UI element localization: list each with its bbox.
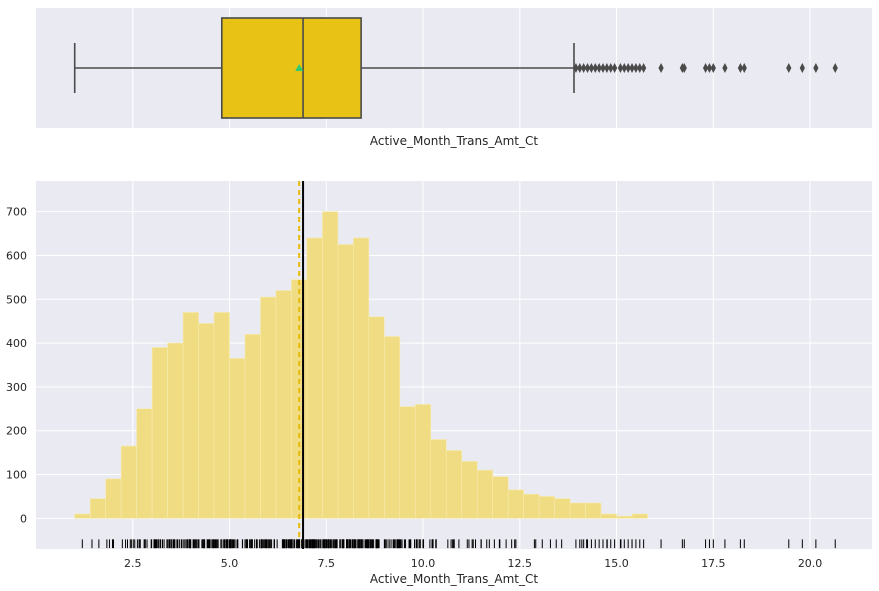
histogram-y-tick-labels: 0 100 200 300 400 500 600 700 — [6, 206, 27, 526]
histogram-bar — [322, 211, 339, 519]
outlier-point — [633, 63, 639, 73]
histogram-bar — [213, 312, 230, 519]
outlier-point — [596, 63, 602, 73]
boxplot-x-axis-label: Active_Month_Trans_Amt_Ct — [370, 134, 538, 148]
boxplot-panel: Active_Month_Trans_Amt_Ct — [36, 8, 872, 148]
histogram-bars — [74, 211, 648, 519]
histogram-bar — [229, 358, 246, 519]
outlier-point — [658, 63, 664, 73]
histogram-bar — [260, 296, 277, 519]
outlier-point — [584, 63, 591, 73]
histogram-x-tick-label: 15.0 — [604, 557, 629, 570]
outlier-point — [577, 63, 583, 73]
histogram-bar — [198, 323, 215, 519]
outlier-point — [592, 63, 598, 73]
histogram-y-tick-label: 200 — [6, 425, 27, 438]
histogram-bar — [167, 342, 184, 519]
outlier-point — [604, 63, 610, 73]
boxplot-marks — [73, 17, 838, 119]
outlier-point — [741, 63, 747, 73]
histogram-y-tick-label: 400 — [6, 337, 27, 350]
histogram-bar — [414, 404, 432, 519]
histogram-y-tick-label: 100 — [6, 469, 27, 482]
histogram-x-tick-label: 12.5 — [508, 557, 533, 570]
outlier-point — [629, 63, 635, 73]
histogram-x-tick-label: 20.0 — [798, 557, 823, 570]
histogram-x-tick-label: 5.0 — [221, 557, 239, 570]
histogram-bar — [631, 513, 648, 519]
mean-marker — [295, 64, 304, 71]
histogram-y-tick-label: 300 — [6, 381, 27, 394]
histogram-bar — [182, 312, 199, 519]
outlier-point — [722, 63, 728, 73]
outlier-point — [710, 63, 716, 73]
histogram-y-tick-label: 500 — [6, 293, 27, 306]
outlier-point — [573, 63, 579, 73]
histogram-bar — [399, 406, 416, 519]
histogram-bar — [600, 513, 617, 519]
histogram-y-tick-label: 700 — [6, 206, 27, 219]
outlier-point — [617, 63, 624, 73]
histogram-bar — [89, 498, 106, 519]
outlier-point — [581, 63, 587, 73]
outlier-point — [799, 63, 805, 73]
histogram-bar — [353, 237, 370, 519]
outlier-point — [641, 63, 647, 73]
histogram-bar — [74, 513, 91, 519]
outlier-point — [588, 63, 594, 73]
histogram-x-tick-label: 10.0 — [411, 557, 436, 570]
histogram-bar — [461, 461, 478, 519]
outlier-point — [706, 63, 713, 73]
outlier-point — [612, 63, 618, 73]
histogram-bar — [120, 445, 137, 519]
interquartile-box — [220, 17, 362, 119]
histogram-rug — [81, 539, 836, 549]
histogram-bar — [523, 493, 540, 519]
histogram-bar — [136, 408, 153, 519]
histogram-reference-lines — [298, 181, 305, 549]
histogram-x-axis-label: Active_Month_Trans_Amt_Ct — [370, 572, 538, 586]
outlier-point — [813, 63, 819, 73]
histogram-bar — [585, 502, 602, 519]
histogram-bar — [337, 244, 354, 519]
histogram-bar — [492, 476, 509, 519]
histogram-bar — [569, 502, 586, 519]
outlier-point — [702, 63, 709, 73]
outlier-point — [608, 63, 614, 73]
outlier-point — [621, 63, 627, 73]
outlier-point — [625, 63, 631, 73]
outlier-point — [600, 63, 606, 73]
histogram-bar — [244, 334, 261, 519]
histogram-bar — [616, 515, 633, 519]
histogram-bar — [507, 489, 524, 519]
histogram-bar — [445, 450, 463, 519]
histogram-bar — [306, 237, 323, 519]
histogram-bar — [105, 478, 122, 519]
outlier-point — [637, 63, 643, 73]
histogram-y-tick-label: 0 — [20, 512, 27, 525]
histogram-panel: 0 100 200 300 400 500 600 700 2.5 5.0 7.5 10.0 12.5… — [6, 181, 872, 586]
histogram-x-tick-label: 2.5 — [124, 557, 142, 570]
histogram-bar — [384, 336, 401, 519]
histogram-bar — [538, 496, 555, 519]
outlier-point — [737, 63, 744, 73]
histogram-bar — [275, 290, 292, 519]
histogram-x-tick-label: 17.5 — [701, 557, 726, 570]
outlier-point — [786, 63, 792, 73]
histogram-x-tick-label: 7.5 — [318, 557, 336, 570]
histogram-y-tick-label: 600 — [6, 249, 27, 262]
outlier-point — [681, 63, 687, 73]
outlier-point — [832, 63, 838, 73]
histogram-bar — [151, 347, 168, 519]
histogram-bar — [554, 498, 571, 519]
histogram-bar — [430, 439, 447, 519]
histogram-x-tick-labels: 2.5 5.0 7.5 10.0 12.5 15.0 17.5 20.0 — [124, 557, 822, 570]
histogram-bar — [476, 469, 494, 519]
histogram-bar — [368, 316, 385, 519]
